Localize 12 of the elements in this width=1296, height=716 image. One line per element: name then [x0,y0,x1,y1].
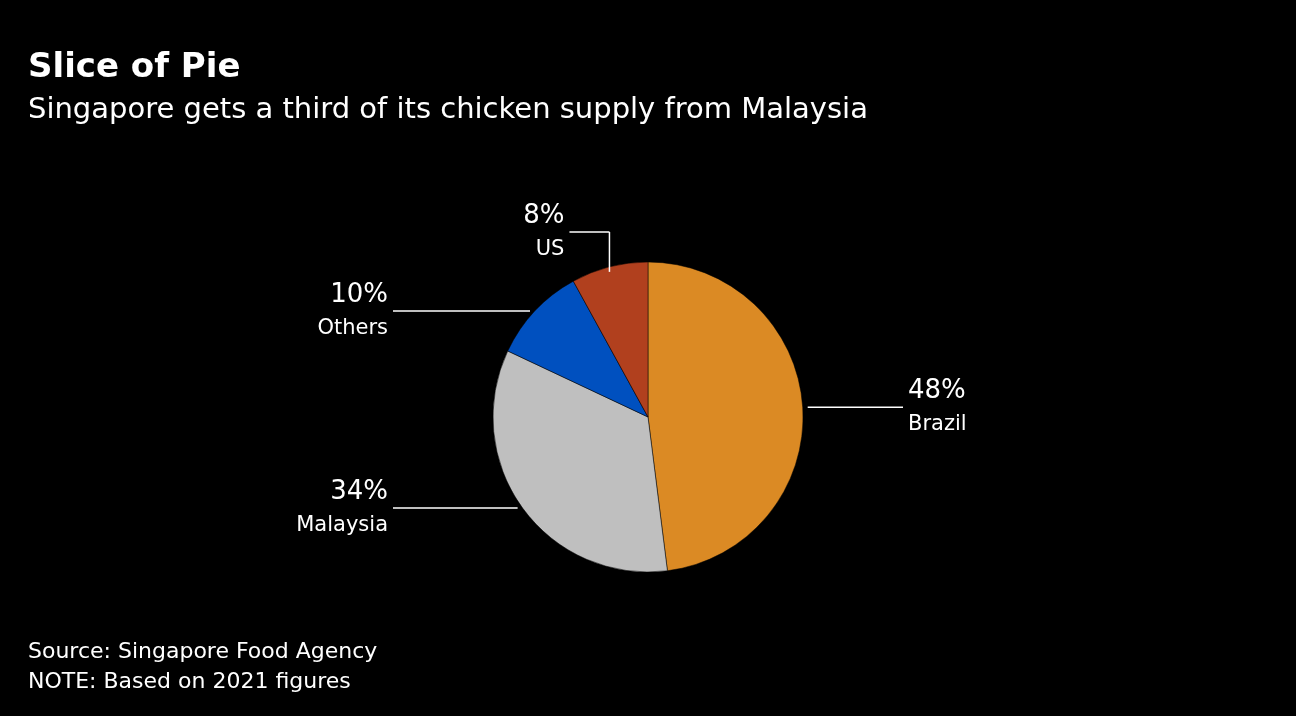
slice-label: Malaysia [296,512,388,537]
source-note: Source: Singapore Food Agency [28,638,378,663]
data-label: 34% [330,475,388,506]
slice-label: Others [317,314,388,339]
data-label: 48% [908,374,966,405]
slice-label: Brazil [908,411,967,436]
chart-subtitle: Singapore gets a third of its chicken supply from Malaysia [28,91,868,125]
data-label: 10% [330,277,388,308]
data-label: 8% [523,199,565,229]
slice-label: US [535,236,565,260]
text: NOTE: Based on 2021 figures [28,668,351,693]
chart-title: Slice of Pie [28,45,241,85]
